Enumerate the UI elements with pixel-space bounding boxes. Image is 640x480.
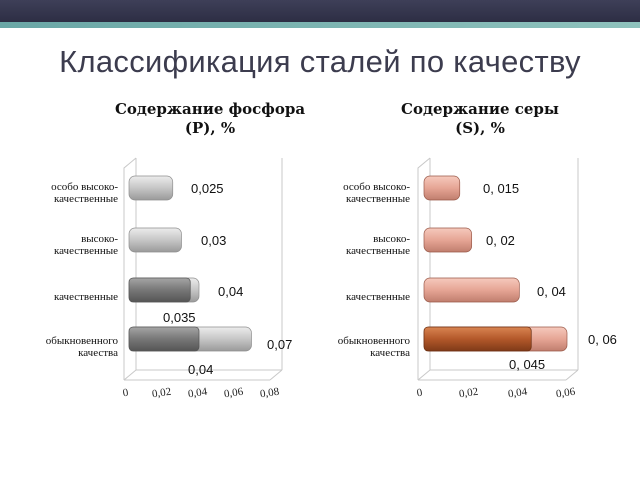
right-x-ticks: 0 0,02 0,04 0,06 [416, 386, 576, 401]
right-bar-1-light [423, 175, 461, 201]
right-bar-2 [423, 227, 473, 253]
right-category-2-line1: высоко- [373, 233, 410, 245]
left-bars [128, 175, 252, 352]
left-bar-4 [128, 326, 252, 352]
left-bar-4-dark [128, 326, 200, 352]
left-category-1-line2: качественные [53, 193, 118, 205]
right-category-3-line1: качественные [345, 291, 410, 303]
left-value-row4-total: 0,07 [267, 337, 292, 352]
right-value-labels: 0, 015 0, 02 0, 04 0, 06 0, 045 [483, 181, 617, 372]
left-chart-heading: Содержание фосфора (P), % [80, 100, 340, 138]
right-category-3: качественные [292, 291, 410, 303]
left-tick-1: 0,02 [151, 386, 172, 401]
left-value-row1: 0,025 [191, 181, 224, 196]
left-category-2: высоко- качественные [0, 233, 118, 257]
right-value-row4-dark: 0, 045 [509, 357, 545, 372]
right-tick-1: 0,02 [458, 386, 479, 401]
right-bar-3 [423, 277, 520, 303]
right-category-1: особо высоко- качественные [292, 181, 410, 205]
left-bar-1-light [128, 175, 174, 201]
left-x-ticks: 0 0,02 0,04 0,06 0,08 [122, 386, 280, 401]
left-tick-4: 0,08 [259, 386, 280, 401]
right-chart-heading-line2: (S), % [455, 119, 505, 137]
left-category-4-line1: обыкновенного [45, 335, 118, 347]
right-bar-4-dark [423, 326, 532, 352]
left-bar-3 [128, 277, 200, 303]
right-value-row1: 0, 015 [483, 181, 519, 196]
left-category-3-line1: качественные [53, 291, 118, 303]
right-category-4: обыкновенного качества [292, 335, 410, 359]
left-category-4: обыкновенного качества [0, 335, 118, 359]
right-bar-3-light [423, 277, 520, 303]
left-tick-0: 0 [122, 387, 130, 400]
slide-top-bar [0, 0, 640, 22]
left-category-2-line1: высоко- [81, 233, 118, 245]
left-tick-2: 0,04 [187, 386, 208, 401]
right-bar-1 [423, 175, 461, 201]
right-chart-heading-line1: Содержание серы [401, 100, 559, 118]
right-bar-2-light [423, 227, 473, 253]
right-category-1-line1: особо высоко- [343, 181, 410, 193]
left-value-row2: 0,03 [201, 233, 226, 248]
left-bar-3-dark [128, 277, 191, 303]
slide-accent-stripe [0, 22, 640, 28]
right-category-1-line2: качественные [345, 193, 410, 205]
right-bars [423, 175, 568, 352]
left-category-4-line2: качества [78, 347, 118, 359]
left-bar-2-light [128, 227, 182, 253]
left-bar-1 [128, 175, 174, 201]
right-value-row2: 0, 02 [486, 233, 515, 248]
right-value-row4-total: 0, 06 [588, 332, 617, 347]
right-value-row3: 0, 04 [537, 284, 566, 299]
right-tick-0: 0 [416, 387, 424, 400]
left-category-1: особо высоко- качественные [0, 181, 118, 205]
left-value-row3-dark: 0,035 [163, 310, 196, 325]
left-category-1-line1: особо высоко- [51, 181, 118, 193]
left-value-row4-dark: 0,04 [188, 362, 213, 377]
left-chart-heading-line2: (P), % [184, 119, 236, 137]
right-category-4-line1: обыкновенного [337, 335, 410, 347]
right-category-2-line2: качественные [345, 245, 410, 257]
right-chart-heading: Содержание серы (S), % [350, 100, 610, 138]
left-tick-3: 0,06 [223, 386, 244, 401]
right-bar-4 [423, 326, 568, 352]
right-category-2: высоко- качественные [292, 233, 410, 257]
left-value-labels: 0,025 0,03 0,04 0,035 0,07 0,04 [163, 181, 292, 377]
left-category-2-line2: качественные [53, 245, 118, 257]
left-category-3: качественные [0, 291, 118, 303]
right-tick-3: 0,06 [555, 386, 576, 401]
left-bar-2 [128, 227, 182, 253]
slide-title: Классификация сталей по качеству [59, 44, 581, 79]
right-category-4-line2: качества [370, 347, 410, 359]
right-tick-2: 0,04 [507, 386, 528, 401]
left-value-row3-total: 0,04 [218, 284, 243, 299]
left-chart-heading-line1: Содержание фосфора [114, 100, 306, 118]
